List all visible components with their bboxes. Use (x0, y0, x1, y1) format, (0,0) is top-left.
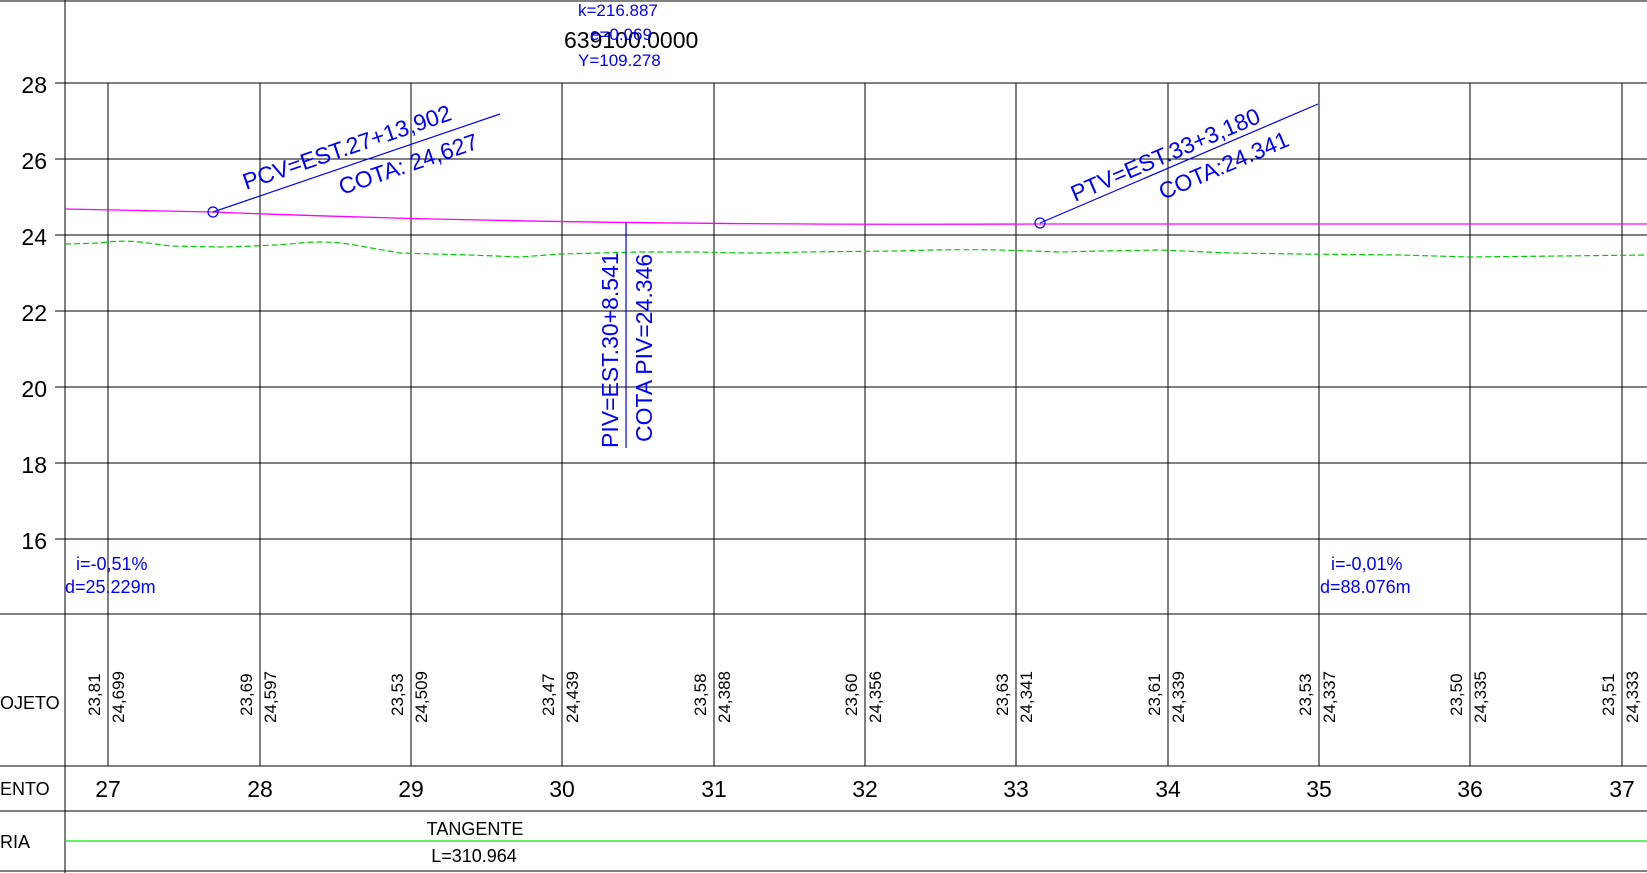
elevation-label: 26 (21, 148, 47, 174)
design-value: 24,699 (109, 671, 128, 723)
design-value: 24,388 (715, 671, 734, 723)
grade-right-slope: i=-0,01% (1331, 554, 1403, 574)
design-value: 24,597 (261, 671, 280, 723)
terrain-value: 23,69 (237, 673, 256, 716)
terrain-value: 23,61 (1145, 673, 1164, 716)
elevation-label: 22 (21, 300, 47, 326)
terrain-value: 23,60 (842, 673, 861, 716)
station-number: 28 (247, 776, 273, 802)
design-value: 24,439 (563, 671, 582, 723)
elevation-label: 18 (21, 452, 47, 478)
design-value: 24,509 (412, 671, 431, 723)
station-number: 34 (1155, 776, 1181, 802)
pcv-marker-icon (207, 206, 219, 218)
elevation-label: 16 (21, 528, 47, 554)
station-number: 36 (1457, 776, 1483, 802)
grade-left-slope: i=-0,51% (76, 554, 148, 574)
terrain-value: 23,63 (993, 673, 1012, 716)
design-profile-line (64, 208, 1647, 225)
design-value: 24,337 (1320, 671, 1339, 723)
elevation-label: 20 (21, 376, 47, 402)
terrain-profile-line (64, 240, 1647, 258)
geometry-labels: TANGENTE L=310.964 (427, 819, 524, 866)
piv-elevation-label: COTA PIV=24.346 (631, 254, 657, 442)
terrain-value: 23,58 (691, 673, 710, 716)
terrain-value: 23,47 (539, 673, 558, 716)
pcv-annotation: PCV=EST.27+13,902 COTA: 24,627 (207, 100, 501, 218)
ptv-leader-line (1039, 103, 1319, 224)
geometry-type-label: TANGENTE (427, 819, 524, 839)
design-value: 24,339 (1169, 671, 1188, 723)
profile-values: 23,81 24,699 23,69 24,597 23,53 24,509 2… (85, 671, 1642, 723)
station-number: 27 (95, 776, 121, 802)
curve-e-label: e=0.069 (590, 25, 652, 44)
terrain-value: 23,81 (85, 673, 104, 716)
design-value: 24,341 (1017, 671, 1036, 723)
design-value: 24,335 (1471, 671, 1490, 723)
ptv-marker-icon (1034, 217, 1046, 229)
station-numbers: 27 28 29 30 31 32 33 34 35 36 37 (95, 776, 1635, 802)
table-row-labels: OJETO ENTO RIA (0, 693, 60, 852)
station-number: 32 (852, 776, 878, 802)
pcv-leader-line (212, 113, 501, 213)
station-number: 31 (701, 776, 727, 802)
row-label-projeto: OJETO (0, 693, 60, 713)
row-label-geometria: RIA (0, 832, 30, 852)
elevation-label: 24 (21, 224, 47, 250)
station-number: 37 (1609, 776, 1635, 802)
design-value: 24,333 (1623, 671, 1642, 723)
terrain-value: 23,53 (388, 673, 407, 716)
station-number: 35 (1306, 776, 1332, 802)
curve-k-label: k=216.887 (578, 1, 658, 20)
vertical-curve-params: k=216.887 e=0.069 Y=109.278 (578, 1, 661, 70)
coordinate-label: 639100.0000 (564, 27, 698, 53)
station-number: 30 (549, 776, 575, 802)
piv-annotation: PIV=EST.30+8.541 COTA PIV=24.346 (597, 222, 657, 448)
terrain-value: 23,50 (1447, 673, 1466, 716)
elevation-label: 28 (21, 72, 47, 98)
design-value: 24,356 (866, 671, 885, 723)
piv-station-label: PIV=EST.30+8.541 (597, 252, 623, 448)
row-label-estaqueamento: ENTO (0, 779, 50, 799)
grade-labels: i=-0,51% d=25.229m i=-0,01% d=88.076m (65, 554, 1411, 597)
grade-right-distance: d=88.076m (1320, 577, 1411, 597)
station-number: 33 (1003, 776, 1029, 802)
geometry-length-label: L=310.964 (431, 846, 517, 866)
terrain-value: 23,53 (1296, 673, 1315, 716)
terrain-value: 23,51 (1599, 673, 1618, 716)
station-number: 29 (398, 776, 424, 802)
elevation-axis: 28 26 24 22 20 18 16 (21, 72, 47, 554)
grade-left-distance: d=25.229m (65, 577, 156, 597)
ptv-annotation: PTV=EST.33+3,180 COTA:24.341 (1034, 103, 1319, 229)
curve-y-label: Y=109.278 (578, 51, 661, 70)
